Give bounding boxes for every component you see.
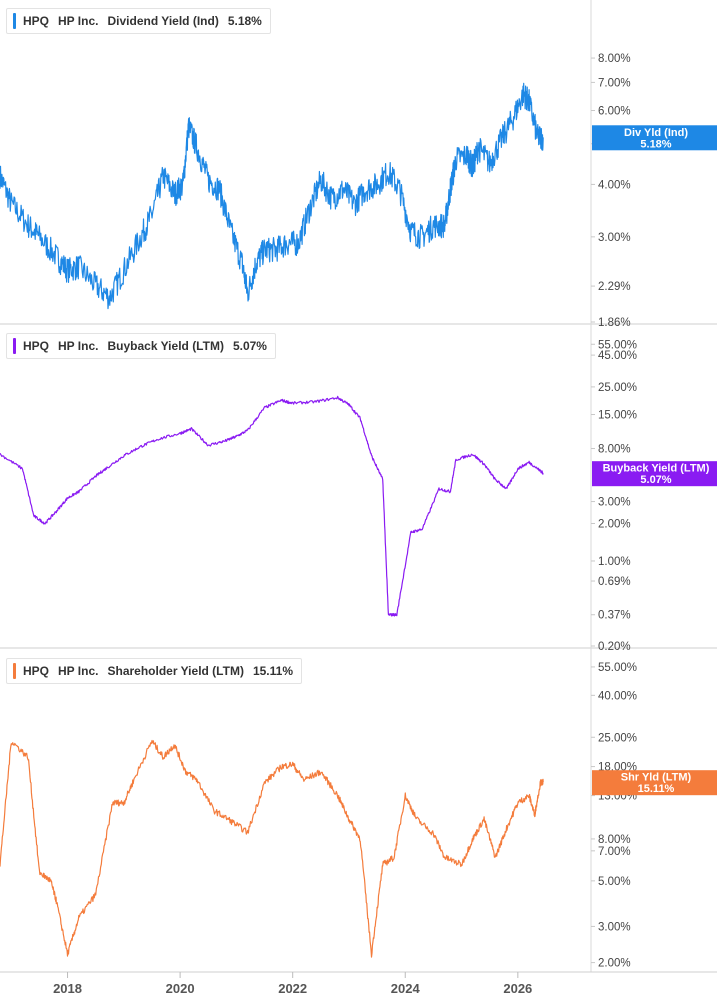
legend-dividend-yield[interactable]: HPQ HP Inc. Dividend Yield (Ind) 5.18%: [6, 8, 271, 34]
chart-panels: 8.00%7.00%6.00%5.00%4.00%3.00%2.29%1.86%…: [0, 0, 717, 973]
series-color-swatch: [13, 338, 16, 354]
y-tick-label: 25.00%: [598, 732, 637, 744]
x-axis: 2018 2020 2022 2024 2026: [0, 971, 717, 996]
y-tick-label: 3.00%: [598, 921, 631, 933]
y-tick-label: 7.00%: [598, 846, 631, 858]
x-tick-label: 2018: [53, 981, 82, 996]
value-flag: [592, 770, 717, 796]
series-color-swatch: [13, 663, 16, 679]
y-tick-label: 8.00%: [598, 444, 631, 456]
y-tick-label: 3.00%: [598, 232, 631, 244]
y-tick-label: 7.00%: [598, 77, 631, 89]
legend-ticker: HPQ: [23, 14, 50, 28]
y-tick-label: 5.00%: [598, 876, 631, 888]
legend-company: HP Inc.: [58, 339, 99, 353]
legend-ticker: HPQ: [23, 339, 50, 353]
y-tick-label: 8.00%: [598, 53, 631, 65]
series-color-swatch: [13, 13, 16, 29]
y-tick-label: 1.00%: [598, 556, 631, 568]
y-tick-label: 15.00%: [598, 410, 637, 422]
value-flag: [592, 125, 717, 151]
y-tick-label: 4.00%: [598, 179, 631, 191]
value-flag-label: Buyback Yield (LTM): [603, 463, 710, 475]
legend-ticker: HPQ: [23, 664, 50, 678]
legend-metric: Buyback Yield (LTM): [107, 339, 224, 353]
y-tick-label: 6.00%: [598, 105, 631, 117]
legend-company: HP Inc.: [58, 14, 99, 28]
x-tick-label: 2020: [166, 981, 195, 996]
y-tick-label: 55.00%: [598, 662, 637, 674]
y-tick-label: 8.00%: [598, 834, 631, 846]
y-tick-label: 45.00%: [598, 350, 637, 362]
legend-value: 5.18%: [227, 14, 262, 28]
x-tick-label: 2024: [391, 981, 421, 996]
y-tick-label: 0.20%: [598, 641, 631, 653]
value-flag-value: 5.07%: [640, 474, 671, 486]
legend-metric: Shareholder Yield (LTM): [107, 664, 244, 678]
y-tick-label: 3.00%: [598, 497, 631, 509]
legend-shareholder-yield[interactable]: HPQ HP Inc. Shareholder Yield (LTM) 15.1…: [6, 658, 302, 684]
y-tick-label: 0.69%: [598, 576, 631, 588]
value-flag-value: 5.18%: [640, 138, 671, 150]
y-tick-label: 55.00%: [598, 339, 637, 351]
y-tick-label: 25.00%: [598, 382, 637, 394]
legend-value: 5.07%: [232, 339, 267, 353]
legend-company: HP Inc.: [58, 664, 99, 678]
y-tick-label: 40.00%: [598, 690, 637, 702]
y-tick-label: 2.29%: [598, 281, 631, 293]
y-tick-label: 1.86%: [598, 317, 631, 329]
x-tick-label: 2026: [503, 981, 532, 996]
y-tick-label: 0.37%: [598, 610, 631, 622]
value-flag-label: Shr Yld (LTM): [621, 772, 692, 784]
panel-1: 8.00%7.00%6.00%5.00%4.00%3.00%2.29%1.86%…: [0, 0, 717, 329]
legend-metric: Dividend Yield (Ind): [107, 14, 219, 28]
series-line: [0, 82, 544, 310]
x-tick-label: 2022: [278, 981, 307, 996]
legend-buyback-yield[interactable]: HPQ HP Inc. Buyback Yield (LTM) 5.07%: [6, 333, 276, 359]
series-line: [0, 395, 544, 617]
series-line: [0, 739, 544, 958]
value-flag: [592, 461, 717, 487]
value-flag-label: Div Yld (Ind): [624, 127, 688, 139]
panel-2: 55.00%45.00% 25.00% 15.00% 8.00% 3.00% 2.00% 1…: [0, 324, 717, 653]
legend-value: 15.11%: [252, 664, 293, 678]
value-flag-value: 15.11%: [638, 783, 675, 795]
y-tick-label: 2.00%: [598, 518, 631, 530]
y-tick-label: 2.00%: [598, 958, 631, 970]
panel-3: 55.00%40.00%25.00%18.00%13.00%8.00%7.00%…: [0, 648, 717, 973]
